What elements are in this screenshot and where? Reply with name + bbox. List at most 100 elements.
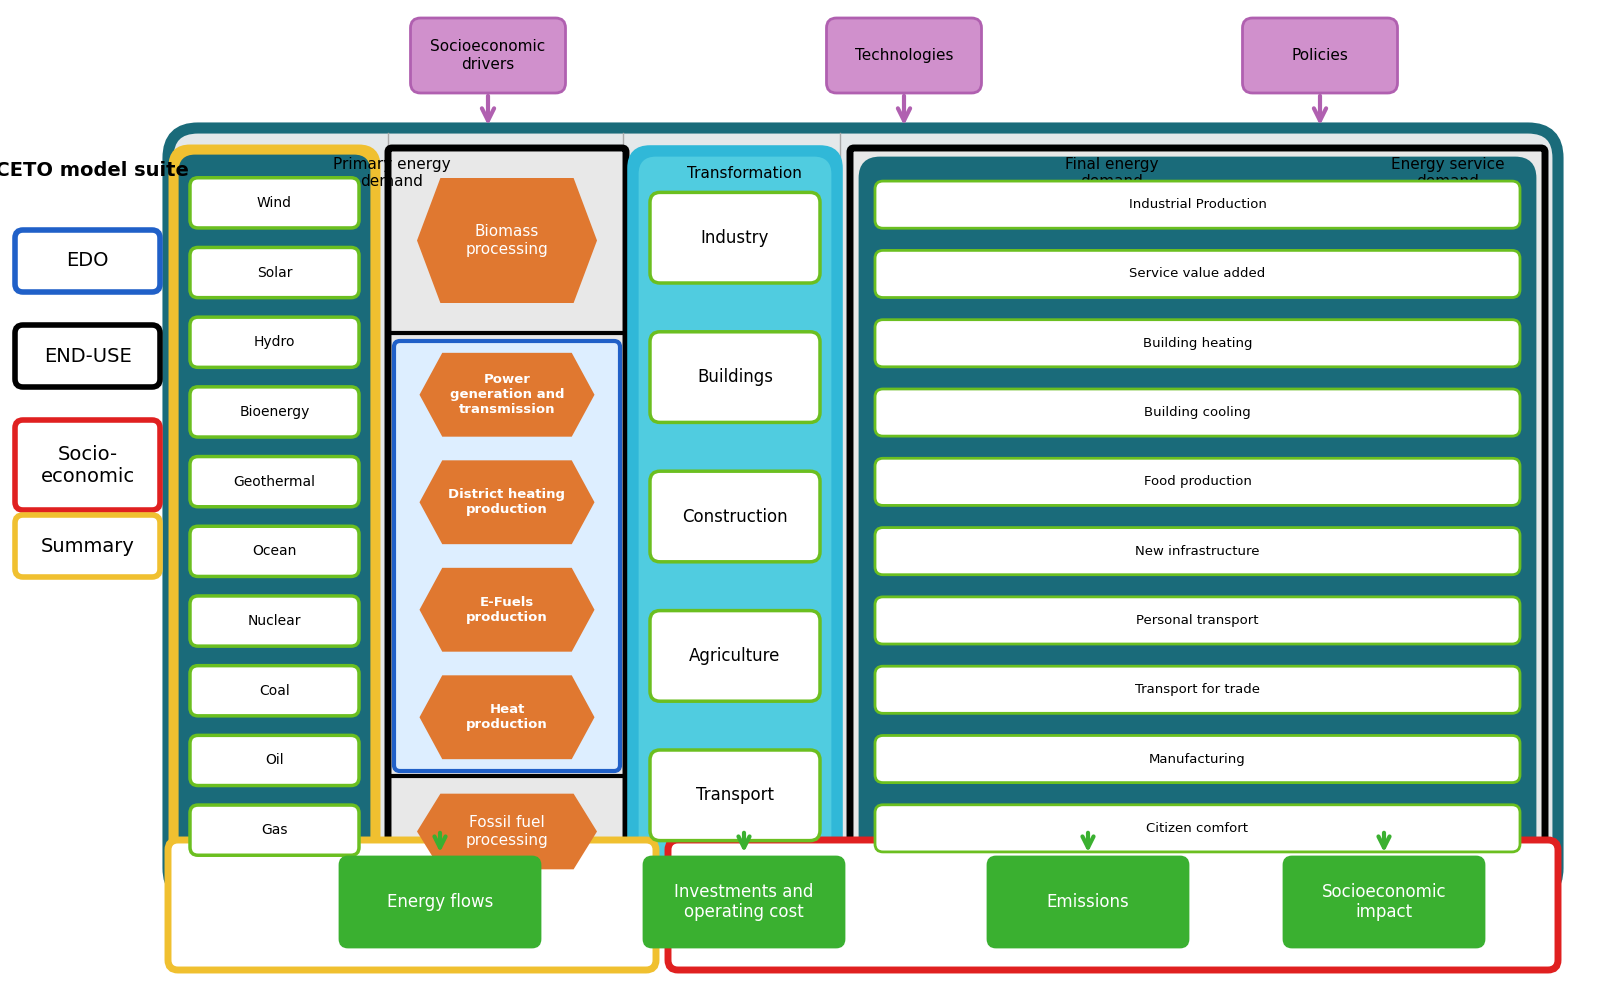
FancyBboxPatch shape (14, 325, 160, 387)
Text: Industry: Industry (701, 229, 770, 247)
Text: Coal: Coal (259, 683, 290, 697)
FancyBboxPatch shape (875, 667, 1520, 713)
Text: Industrial Production: Industrial Production (1128, 198, 1267, 211)
Text: Food production: Food production (1144, 475, 1251, 488)
Text: Building heating: Building heating (1142, 336, 1253, 350)
Text: Energy flows: Energy flows (387, 893, 493, 911)
Text: Buildings: Buildings (698, 368, 773, 386)
FancyBboxPatch shape (643, 857, 845, 947)
FancyBboxPatch shape (827, 18, 981, 93)
FancyBboxPatch shape (640, 158, 830, 875)
Text: Geothermal: Geothermal (234, 474, 315, 489)
Text: Socio-
economic: Socio- economic (40, 444, 134, 485)
Text: Final energy
demand: Final energy demand (1066, 157, 1158, 189)
Polygon shape (418, 178, 597, 303)
FancyBboxPatch shape (168, 840, 656, 970)
FancyBboxPatch shape (179, 156, 370, 877)
Text: Agriculture: Agriculture (690, 647, 781, 665)
FancyBboxPatch shape (875, 597, 1520, 644)
Text: Hydro: Hydro (254, 335, 296, 349)
FancyBboxPatch shape (875, 319, 1520, 367)
FancyBboxPatch shape (650, 471, 819, 561)
Text: Manufacturing: Manufacturing (1149, 753, 1246, 766)
FancyBboxPatch shape (875, 805, 1520, 852)
Text: Policies: Policies (1291, 48, 1349, 63)
FancyBboxPatch shape (850, 148, 1546, 885)
Text: Energy service
demand: Energy service demand (1390, 157, 1506, 189)
Text: E-Fuels
production: E-Fuels production (466, 596, 547, 624)
Text: The CETO model suite: The CETO model suite (0, 161, 189, 180)
FancyBboxPatch shape (190, 666, 358, 716)
Text: Biomass
processing: Biomass processing (466, 224, 549, 257)
FancyBboxPatch shape (14, 420, 160, 510)
FancyBboxPatch shape (14, 230, 160, 292)
FancyBboxPatch shape (190, 806, 358, 855)
Text: Building cooling: Building cooling (1144, 406, 1251, 419)
FancyBboxPatch shape (875, 735, 1520, 783)
Text: Solar: Solar (256, 266, 293, 280)
Text: Wind: Wind (258, 195, 291, 210)
FancyBboxPatch shape (190, 247, 358, 298)
FancyBboxPatch shape (173, 148, 378, 885)
Text: Primary energy
demand: Primary energy demand (333, 157, 451, 189)
FancyBboxPatch shape (14, 515, 160, 577)
FancyBboxPatch shape (630, 148, 840, 885)
FancyBboxPatch shape (1243, 18, 1397, 93)
Text: Transport: Transport (696, 787, 774, 805)
Text: Fossil fuel
processing: Fossil fuel processing (466, 815, 549, 848)
FancyBboxPatch shape (190, 456, 358, 507)
Text: Construction: Construction (682, 508, 787, 526)
Text: Technologies: Technologies (854, 48, 954, 63)
Polygon shape (419, 353, 595, 436)
FancyBboxPatch shape (190, 387, 358, 437)
FancyBboxPatch shape (190, 596, 358, 646)
Text: Bioenergy: Bioenergy (240, 405, 310, 419)
Text: Transport for trade: Transport for trade (1134, 683, 1261, 696)
Text: Power
generation and
transmission: Power generation and transmission (450, 373, 565, 417)
Text: Heat
production: Heat production (466, 703, 547, 731)
Text: Nuclear: Nuclear (248, 614, 301, 628)
FancyBboxPatch shape (341, 857, 541, 947)
Text: Oil: Oil (266, 754, 283, 768)
Polygon shape (419, 567, 595, 652)
Text: Citizen comfort: Citizen comfort (1147, 821, 1248, 835)
FancyBboxPatch shape (875, 182, 1520, 228)
FancyBboxPatch shape (190, 178, 358, 228)
Text: EDO: EDO (66, 252, 109, 271)
Text: Gas: Gas (261, 823, 288, 837)
Text: Ocean: Ocean (253, 545, 296, 558)
Text: New infrastructure: New infrastructure (1136, 545, 1259, 558)
FancyBboxPatch shape (190, 317, 358, 367)
FancyBboxPatch shape (650, 192, 819, 283)
Text: Emissions: Emissions (1046, 893, 1130, 911)
FancyBboxPatch shape (1283, 857, 1485, 947)
FancyBboxPatch shape (861, 158, 1534, 875)
Text: Socioeconomic
drivers: Socioeconomic drivers (430, 40, 546, 71)
Polygon shape (419, 676, 595, 759)
Polygon shape (419, 460, 595, 545)
Text: Personal transport: Personal transport (1136, 614, 1259, 627)
Text: Summary: Summary (40, 537, 134, 556)
FancyBboxPatch shape (411, 18, 565, 93)
FancyBboxPatch shape (875, 528, 1520, 574)
FancyBboxPatch shape (650, 611, 819, 701)
Text: Investments and
operating cost: Investments and operating cost (674, 883, 814, 922)
FancyBboxPatch shape (650, 331, 819, 423)
FancyBboxPatch shape (190, 527, 358, 576)
FancyBboxPatch shape (875, 458, 1520, 505)
Text: Service value added: Service value added (1130, 268, 1266, 281)
FancyBboxPatch shape (875, 250, 1520, 298)
FancyBboxPatch shape (387, 148, 626, 885)
FancyBboxPatch shape (989, 857, 1187, 947)
FancyBboxPatch shape (875, 389, 1520, 436)
Text: District heating
production: District heating production (448, 488, 565, 516)
FancyBboxPatch shape (669, 840, 1558, 970)
FancyBboxPatch shape (190, 735, 358, 786)
Text: END-USE: END-USE (43, 346, 131, 365)
Text: Socioeconomic
impact: Socioeconomic impact (1322, 883, 1446, 922)
FancyBboxPatch shape (168, 128, 1558, 898)
FancyBboxPatch shape (394, 341, 621, 771)
FancyBboxPatch shape (650, 750, 819, 840)
Polygon shape (418, 794, 597, 869)
Text: Transformation: Transformation (686, 166, 802, 181)
